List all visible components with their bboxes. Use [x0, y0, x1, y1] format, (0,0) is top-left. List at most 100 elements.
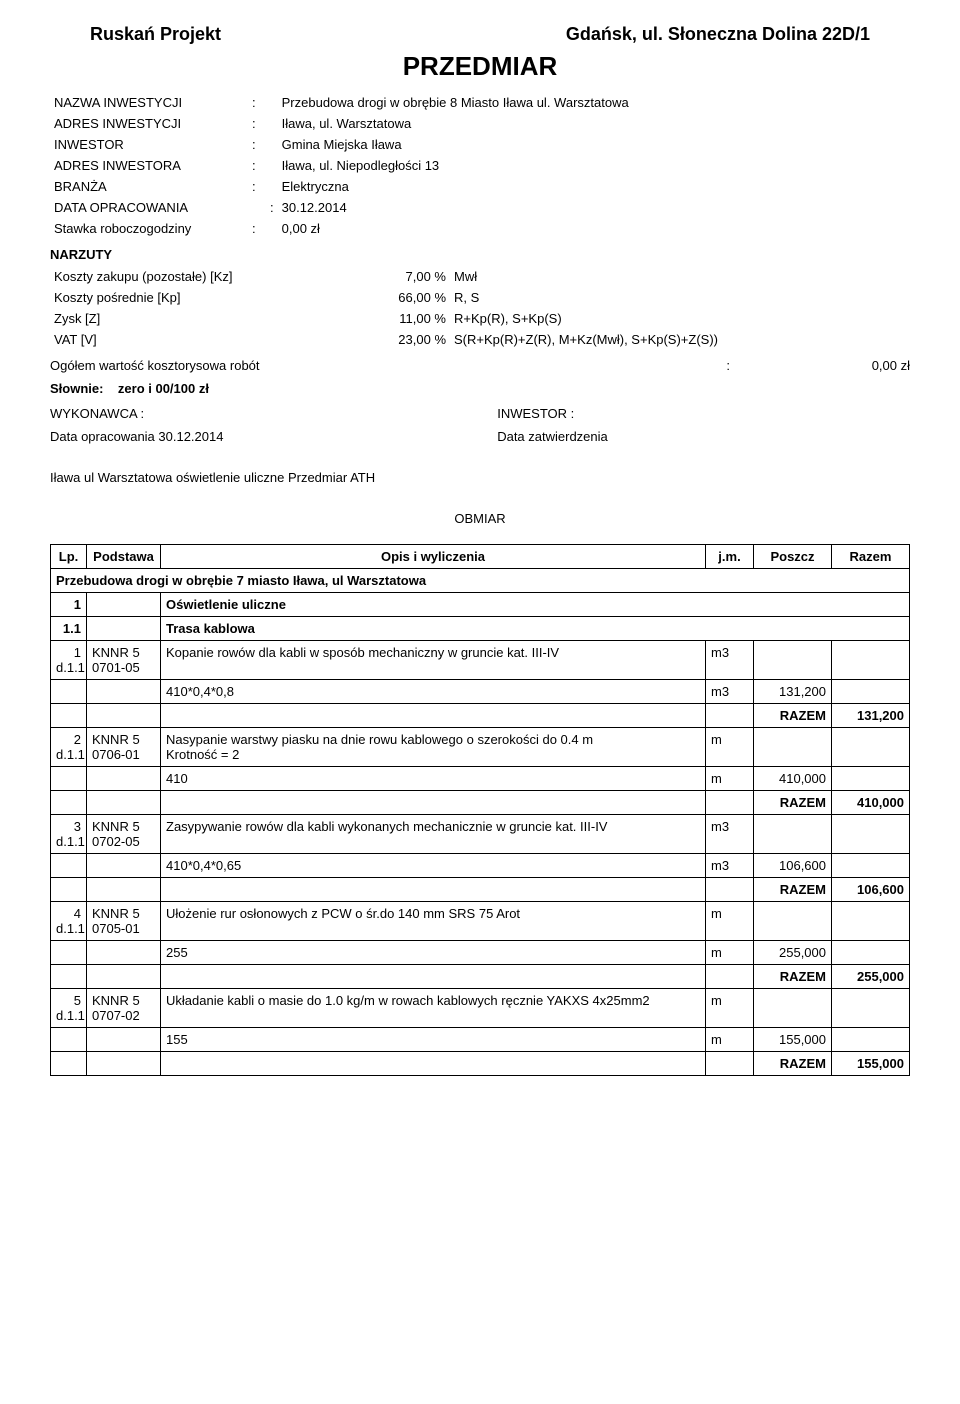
- meta-label: BRANŻA: [50, 176, 230, 197]
- meta-colon: :: [230, 197, 278, 218]
- meta-colon: :: [230, 176, 278, 197]
- calc-jm: m: [706, 767, 754, 791]
- narzuty-pct: 66,00 %: [370, 287, 450, 308]
- razem-lp: [51, 878, 87, 902]
- razem-value: 410,000: [832, 791, 910, 815]
- calc-razem: [832, 941, 910, 965]
- item-razem: [832, 641, 910, 680]
- th-razem: Razem: [832, 545, 910, 569]
- calc-lp: [51, 767, 87, 791]
- razem-pod: [87, 704, 161, 728]
- item-poszcz: [754, 815, 832, 854]
- razem-jm: [706, 878, 754, 902]
- meta-value: 0,00 zł: [278, 218, 633, 239]
- signature-investor-date: Data zatwierdzenia: [497, 429, 910, 444]
- calc-lp: [51, 941, 87, 965]
- razem-jm: [706, 704, 754, 728]
- meta-value: 30.12.2014: [278, 197, 633, 218]
- item-poszcz: [754, 902, 832, 941]
- item-lp: 4 d.1.1: [51, 902, 87, 941]
- meta-colon: :: [230, 155, 278, 176]
- item-pod: KNNR 5 0705-01: [87, 902, 161, 941]
- meta-label: ADRES INWESTYCJI: [50, 113, 230, 134]
- calc-val: 131,200: [754, 680, 832, 704]
- razem-jm: [706, 791, 754, 815]
- razem-pod: [87, 1052, 161, 1076]
- narzuty-pct: 7,00 %: [370, 266, 450, 287]
- meta-label: Stawka roboczogodziny: [50, 218, 230, 239]
- item-poszcz: [754, 641, 832, 680]
- calc-expr: 410*0,4*0,8: [161, 680, 706, 704]
- razem-lp: [51, 1052, 87, 1076]
- calc-razem: [832, 680, 910, 704]
- razem-pod: [87, 878, 161, 902]
- group-no: 1: [51, 593, 87, 617]
- meta-value: Iława, ul. Warsztatowa: [278, 113, 633, 134]
- item-lp: 2 d.1.1: [51, 728, 87, 767]
- obmiar-table: Lp.PodstawaOpis i wyliczeniaj.m.PoszczRa…: [50, 544, 910, 1076]
- item-razem: [832, 815, 910, 854]
- item-opis: Nasypanie warstwy piasku na dnie rowu ka…: [161, 728, 706, 767]
- calc-expr: 410: [161, 767, 706, 791]
- slownie-value: zero i 00/100 zł: [118, 381, 209, 396]
- item-jm: m3: [706, 815, 754, 854]
- calc-jm: m3: [706, 680, 754, 704]
- calc-pod: [87, 680, 161, 704]
- razem-label: RAZEM: [754, 791, 832, 815]
- calc-pod: [87, 854, 161, 878]
- calc-jm: m: [706, 941, 754, 965]
- narzuty-label: Zysk [Z]: [50, 308, 370, 329]
- item-razem: [832, 902, 910, 941]
- narzuty-basis: R+Kp(R), S+Kp(S): [450, 308, 910, 329]
- narzuty-table: Koszty zakupu (pozostałe) [Kz]7,00 %MwłK…: [50, 266, 910, 350]
- calc-val: 155,000: [754, 1028, 832, 1052]
- narzuty-pct: 11,00 %: [370, 308, 450, 329]
- meta-value: Gmina Miejska Iława: [278, 134, 633, 155]
- calc-razem: [832, 767, 910, 791]
- summary-value: 0,00 zł: [810, 358, 910, 373]
- calc-lp: [51, 854, 87, 878]
- item-lp: 5 d.1.1: [51, 989, 87, 1028]
- signature-investor-label: INWESTOR :: [497, 406, 910, 421]
- item-pod: KNNR 5 0701-05: [87, 641, 161, 680]
- razem-pod: [87, 791, 161, 815]
- item-razem: [832, 728, 910, 767]
- item-pod: KNNR 5 0706-01: [87, 728, 161, 767]
- signature-contractor-label: WYKONAWCA :: [50, 406, 463, 421]
- company-address: Gdańsk, ul. Słoneczna Dolina 22D/1: [566, 24, 870, 45]
- calc-val: 106,600: [754, 854, 832, 878]
- calc-jm: m: [706, 1028, 754, 1052]
- item-opis: Układanie kabli o masie do 1.0 kg/m w ro…: [161, 989, 706, 1028]
- razem-label: RAZEM: [754, 878, 832, 902]
- razem-value: 255,000: [832, 965, 910, 989]
- narzuty-label: Koszty zakupu (pozostałe) [Kz]: [50, 266, 370, 287]
- narzuty-label: VAT [V]: [50, 329, 370, 350]
- group-pod: [87, 593, 161, 617]
- meta-value: Elektryczna: [278, 176, 633, 197]
- calc-lp: [51, 680, 87, 704]
- razem-opis: [161, 1052, 706, 1076]
- item-lp: 3 d.1.1: [51, 815, 87, 854]
- signature-contractor-date: Data opracowania 30.12.2014: [50, 429, 463, 444]
- calc-razem: [832, 854, 910, 878]
- group-no: 1.1: [51, 617, 87, 641]
- meta-label: ADRES INWESTORA: [50, 155, 230, 176]
- item-jm: m: [706, 989, 754, 1028]
- calc-razem: [832, 1028, 910, 1052]
- document-title: PRZEDMIAR: [50, 51, 910, 82]
- th-poszcz: Poszcz: [754, 545, 832, 569]
- calc-expr: 155: [161, 1028, 706, 1052]
- item-opis: Ułożenie rur osłonowych z PCW o śr.do 14…: [161, 902, 706, 941]
- razem-value: 155,000: [832, 1052, 910, 1076]
- razem-value: 106,600: [832, 878, 910, 902]
- razem-lp: [51, 704, 87, 728]
- item-opis: Zasypywanie rowów dla kabli wykonanych m…: [161, 815, 706, 854]
- meta-colon: :: [230, 218, 278, 239]
- item-jm: m: [706, 728, 754, 767]
- razem-opis: [161, 878, 706, 902]
- th-opis: Opis i wyliczenia: [161, 545, 706, 569]
- meta-label: NAZWA INWESTYCJI: [50, 92, 230, 113]
- razem-jm: [706, 1052, 754, 1076]
- razem-label: RAZEM: [754, 965, 832, 989]
- razem-label: RAZEM: [754, 704, 832, 728]
